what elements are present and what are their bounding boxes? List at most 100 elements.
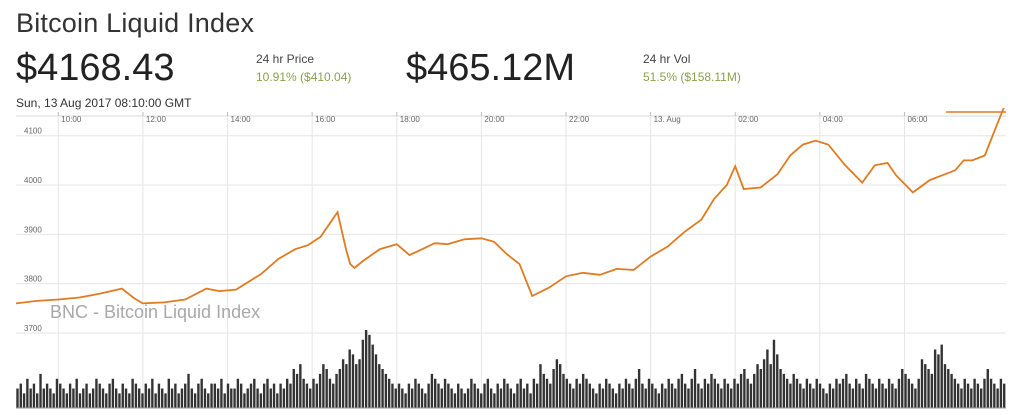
volume-bar xyxy=(983,378,986,408)
volume-bar xyxy=(361,339,365,408)
volume-bar xyxy=(618,383,621,409)
volume-bar xyxy=(503,378,506,408)
volume-bar xyxy=(91,388,95,408)
volume-bar xyxy=(660,383,664,409)
volume-bar xyxy=(766,349,769,408)
y-tick-label: 3900 xyxy=(24,225,42,234)
volume-bar xyxy=(236,378,240,408)
volume-bar xyxy=(499,388,503,408)
volume-bar xyxy=(914,388,917,408)
volume-bar xyxy=(466,388,470,408)
volume-bar xyxy=(286,378,289,408)
volume-bar xyxy=(410,388,414,408)
volume-bar xyxy=(976,383,980,409)
volume-bar xyxy=(407,383,411,409)
volume-bar xyxy=(111,378,115,408)
volume-bar xyxy=(904,373,907,409)
volume-bar xyxy=(529,393,532,409)
volume-bar xyxy=(262,383,266,409)
volume-bar xyxy=(966,383,970,409)
volume-bar xyxy=(776,354,779,409)
volume-bar xyxy=(131,378,134,408)
volume-bar xyxy=(384,373,388,409)
volume-bar xyxy=(470,378,473,408)
volume-bar xyxy=(644,388,647,408)
volume-bar xyxy=(943,364,947,409)
volume-bar xyxy=(368,334,371,409)
volume-bar xyxy=(611,388,615,408)
volume-bar xyxy=(68,383,72,409)
volume-bar xyxy=(894,388,897,408)
volume-bar xyxy=(641,383,644,409)
volume-bar xyxy=(539,364,542,409)
volume-bar xyxy=(822,388,825,408)
x-tick-label: 20:00 xyxy=(484,115,505,124)
volume-bar xyxy=(210,383,213,409)
volume-bar xyxy=(174,383,177,409)
volume-bar xyxy=(887,378,891,408)
volume-bar xyxy=(953,378,957,408)
volume-bar xyxy=(351,354,355,409)
volume-bar xyxy=(26,378,29,408)
volume-bar xyxy=(808,383,812,409)
volume-bar xyxy=(180,388,184,408)
volume-bar xyxy=(782,373,786,409)
volume-bar xyxy=(249,383,253,409)
volume-bar xyxy=(947,369,950,408)
volume-bar xyxy=(993,383,996,409)
volume-bar xyxy=(417,383,420,409)
volume-bar xyxy=(979,388,983,408)
volume-bar xyxy=(62,388,65,408)
volume-bar xyxy=(575,378,578,408)
volume-bar xyxy=(453,393,457,409)
volume-bar xyxy=(39,373,42,409)
volume-bar xyxy=(328,378,332,408)
volume-bar xyxy=(552,369,555,408)
volume-bar xyxy=(496,383,499,409)
volume-bar xyxy=(348,349,351,408)
volume-bar xyxy=(305,383,309,409)
volume-bar xyxy=(239,383,243,409)
volume-bar xyxy=(542,373,545,409)
volume-bar xyxy=(799,383,802,409)
volume-bar xyxy=(713,378,716,408)
volume-bar xyxy=(743,369,746,408)
volume-bar xyxy=(332,383,335,409)
volume-bar xyxy=(693,369,697,408)
volume-bar xyxy=(443,378,447,408)
volume-bar xyxy=(868,378,871,408)
x-tick-label: 14:00 xyxy=(231,115,252,124)
volume-bar xyxy=(628,383,631,409)
volume-bar xyxy=(526,383,529,409)
volume-bar xyxy=(42,388,45,408)
volume-bar xyxy=(996,388,999,408)
volume-bar xyxy=(36,393,39,409)
volume-bar xyxy=(230,388,233,408)
price-change-value: 10.91% ($410.04) xyxy=(256,70,352,84)
volume-bar xyxy=(989,378,993,408)
volume-bar xyxy=(848,383,851,409)
volume-bar xyxy=(802,388,805,408)
volume-bar xyxy=(585,378,588,408)
volume-bar xyxy=(108,383,111,409)
volume-bar xyxy=(614,393,618,409)
volume-bar xyxy=(651,383,654,409)
volume-bar xyxy=(420,388,424,408)
volume-bar xyxy=(970,388,973,408)
current-price: $4168.43 xyxy=(16,47,175,89)
volume-bar xyxy=(88,393,92,409)
volume-bar xyxy=(345,364,348,409)
volume-bar xyxy=(154,393,157,409)
volume-bar xyxy=(716,383,720,409)
volume-bar xyxy=(858,383,861,409)
volume-bar xyxy=(259,393,263,409)
volume-bar xyxy=(161,388,164,408)
volume-bar xyxy=(697,383,700,409)
volume-bar xyxy=(325,369,328,408)
volume-bar xyxy=(473,383,476,409)
volume-bar xyxy=(82,388,85,408)
volume-bar xyxy=(177,393,180,409)
volume-bar xyxy=(831,388,835,408)
volume-bar xyxy=(391,383,394,409)
volume-bar xyxy=(309,388,312,408)
